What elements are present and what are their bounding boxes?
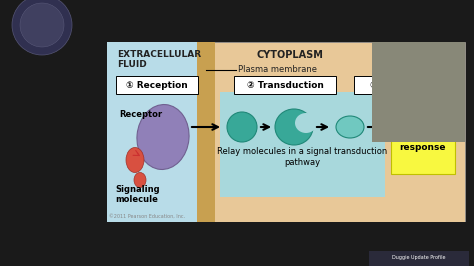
Ellipse shape (295, 113, 317, 133)
Text: Signaling
molecule: Signaling molecule (115, 185, 160, 204)
FancyBboxPatch shape (354, 76, 416, 94)
FancyBboxPatch shape (369, 251, 469, 266)
FancyBboxPatch shape (116, 76, 198, 94)
FancyBboxPatch shape (220, 92, 385, 197)
Text: Duggie Update Profile: Duggie Update Profile (392, 256, 446, 260)
Circle shape (12, 0, 72, 55)
FancyBboxPatch shape (107, 42, 202, 222)
Text: ③ Res: ③ Res (371, 81, 400, 89)
Text: EXTRACELLULAR
FLUID: EXTRACELLULAR FLUID (117, 50, 201, 69)
FancyBboxPatch shape (465, 0, 474, 42)
Circle shape (20, 3, 64, 47)
FancyBboxPatch shape (391, 100, 455, 174)
Text: Activation
of cellular
response: Activation of cellular response (397, 122, 449, 152)
FancyBboxPatch shape (0, 0, 107, 42)
Text: ② Transduction: ② Transduction (246, 81, 323, 89)
Ellipse shape (227, 112, 257, 142)
FancyBboxPatch shape (0, 222, 474, 266)
Text: ©2011 Pearson Education, Inc.: ©2011 Pearson Education, Inc. (109, 214, 185, 219)
FancyBboxPatch shape (0, 42, 107, 222)
Ellipse shape (134, 172, 146, 188)
Text: CYTOPLASM: CYTOPLASM (256, 50, 323, 60)
Text: Receptor: Receptor (119, 110, 162, 119)
FancyBboxPatch shape (372, 42, 465, 142)
Ellipse shape (126, 148, 144, 172)
FancyBboxPatch shape (197, 42, 215, 222)
Text: Relay molecules in a signal transduction
pathway: Relay molecules in a signal transduction… (218, 147, 388, 167)
FancyBboxPatch shape (107, 42, 465, 222)
Text: ① Reception: ① Reception (126, 81, 188, 89)
Text: Plasma membrane: Plasma membrane (238, 65, 317, 74)
Ellipse shape (275, 109, 313, 145)
Ellipse shape (137, 105, 189, 169)
Ellipse shape (336, 116, 364, 138)
FancyBboxPatch shape (234, 76, 336, 94)
